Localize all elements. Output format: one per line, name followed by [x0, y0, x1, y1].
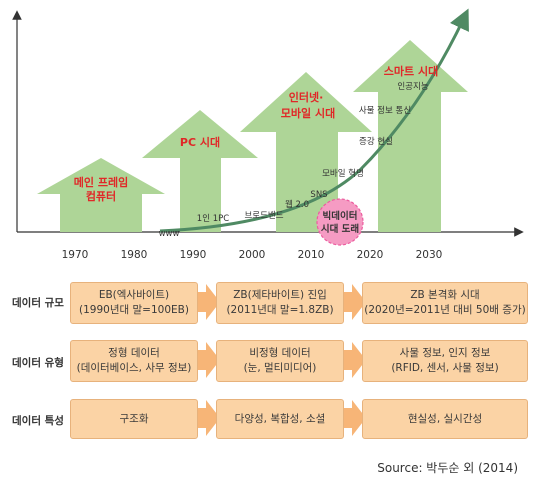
growth-curve [159, 8, 469, 233]
cell-text: 정형 데이터 [108, 347, 160, 359]
row-label-data-characteristic: 데이터 특성 [12, 415, 64, 427]
cell-char-diversity: 다양성, 복합성, 소셜 [216, 399, 344, 439]
tech-label-www: www [159, 229, 180, 239]
cell-text: 구조화 [119, 412, 149, 425]
cell-text: 사물 정보, 인지 정보 [399, 347, 491, 359]
year-tick: 1970 [62, 249, 89, 261]
cell-text: 현실성, 실시간성 [407, 412, 483, 425]
year-tick: 2000 [239, 249, 266, 261]
cell-text: 다양성, 복합성, 소셜 [234, 412, 326, 425]
row-label-data-scale: 데이터 규모 [12, 297, 64, 309]
tech-label-one-pc: 1인 1PC [197, 213, 229, 224]
year-tick: 2010 [298, 249, 325, 261]
cell-type-unstructured: 비정형 데이터 (눈, 멀티미디어) [216, 340, 344, 382]
cell-subtext: (RFID, 센서, 사물 정보) [391, 362, 499, 374]
cell-char-reality: 현실성, 실시간성 [362, 399, 528, 439]
tech-label-broadband: 브로드밴드 [244, 211, 283, 221]
tech-label-mobile-revolution: 모바일 혁명 [322, 168, 364, 179]
year-tick: 2020 [357, 249, 384, 261]
cell-scale-zb-full: ZB 본격화 시대 (2020년=2011년 대비 50배 증가) [362, 282, 528, 324]
timeline-chart: 빅데이터 시대 도래 메인 프레임 컴퓨터 PC 시대 인터넷· 모바일 시대 … [12, 8, 524, 261]
row-label-data-type: 데이터 유형 [12, 357, 64, 369]
era-arrow-internet-mobile [240, 72, 372, 232]
era-arrow-smart [353, 40, 468, 232]
era-label-internet: 인터넷· [289, 90, 324, 104]
year-tick: 2030 [416, 249, 443, 261]
tech-label-ai: 인공지능 [397, 81, 428, 92]
year-tick: 1980 [121, 249, 148, 261]
cell-type-things-cognitive: 사물 정보, 인지 정보 (RFID, 센서, 사물 정보) [362, 340, 528, 382]
cell-scale-eb: EB(엑사바이트) (1990년대 말=100EB) [70, 282, 198, 324]
cell-text: ZB 본격화 시대 [410, 289, 480, 301]
cell-char-structured: 구조화 [70, 399, 198, 439]
era-label-mainframe-2: 컴퓨터 [86, 189, 116, 203]
cell-scale-zb-entry: ZB(제타바이트) 진입 (2011년대 말=1.8ZB) [216, 282, 344, 324]
era-label-smart: 스마트 시대 [384, 64, 438, 78]
year-tick: 1990 [180, 249, 207, 261]
cell-subtext: (2011년대 말=1.8ZB) [226, 304, 334, 316]
cell-subtext: (1990년대 말=100EB) [79, 304, 189, 316]
cell-subtext: (데이터베이스, 사무 정보) [76, 362, 192, 374]
tech-label-iot: 사물 정보 통신 [359, 105, 411, 116]
source-citation: Source: 박두순 외 (2014) [377, 461, 518, 475]
bigdata-badge [316, 198, 364, 246]
cell-subtext: (2020년=2011년 대비 50배 증가) [364, 304, 526, 316]
bigdata-badge-line-2: 시대 도래 [321, 223, 359, 235]
cell-type-structured: 정형 데이터 (데이터베이스, 사무 정보) [70, 340, 198, 382]
cell-text: 비정형 데이터 [249, 347, 311, 359]
cell-text: EB(엑사바이트) [98, 289, 170, 301]
cell-subtext: (눈, 멀티미디어) [243, 362, 317, 374]
cell-text: ZB(제타바이트) 진입 [233, 289, 327, 301]
era-arrow-pc [142, 110, 258, 232]
era-label-mobile: 모바일 시대 [281, 106, 335, 120]
tech-label-augmented-reality: 증강 현실 [359, 136, 393, 147]
tech-label-web2: 웹 2.0 [285, 200, 309, 210]
tech-label-sns: SNS [310, 190, 327, 200]
era-arrow-mainframe [37, 158, 165, 232]
era-label-mainframe-1: 메인 프레임 [74, 175, 128, 189]
era-label-pc: PC 시대 [180, 135, 220, 149]
bigdata-badge-line-1: 빅데이터 [323, 210, 358, 222]
